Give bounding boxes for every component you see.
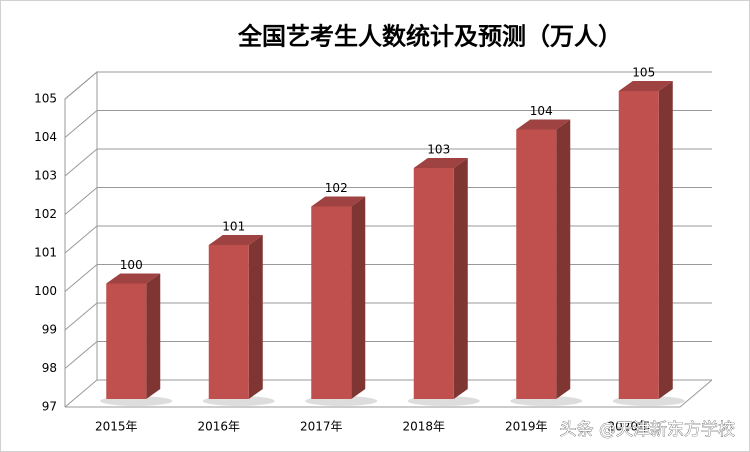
bar <box>618 91 659 399</box>
value-label: 105 <box>632 66 655 80</box>
grid-line <box>64 110 712 138</box>
y-tick-label: 105 <box>34 92 57 106</box>
y-tick-label: 102 <box>34 207 57 221</box>
grid-line <box>64 341 712 369</box>
chart-title: 全国艺考生人数统计及预测（万人） <box>237 22 622 51</box>
grid-line <box>64 187 712 215</box>
y-tick-label: 97 <box>42 400 57 414</box>
x-tick-label: 2018年 <box>402 420 445 434</box>
grid-line <box>64 71 712 100</box>
bar-top <box>516 119 571 130</box>
grid-line <box>64 148 712 177</box>
x-tick-label: 2019年 <box>505 420 548 434</box>
bar-top <box>208 235 263 245</box>
bar-side <box>351 196 366 399</box>
bar-side <box>556 119 571 399</box>
grid-layer: 97 98 99 100 101 102 103 104 105 2015年 2016年 2017年 2… <box>34 70 713 434</box>
bar <box>311 206 352 399</box>
x-tick-label: 2015年 <box>95 420 138 434</box>
bar-layer: 100 101 102 103 104 105 <box>100 66 685 406</box>
bar <box>208 245 249 399</box>
value-label: 103 <box>427 143 450 157</box>
bar <box>106 283 147 399</box>
value-label: 104 <box>530 104 553 118</box>
bar-top <box>311 196 366 207</box>
grid-line <box>64 225 712 254</box>
bar <box>413 168 454 399</box>
bar-side <box>248 235 263 399</box>
value-label: 102 <box>325 181 348 195</box>
bar-top <box>106 273 161 284</box>
floor-edge <box>65 379 713 408</box>
bar <box>516 129 557 399</box>
bar-top <box>413 158 468 168</box>
y-tick-label: 99 <box>42 323 57 337</box>
value-label: 100 <box>120 258 143 272</box>
x-tick-label: 2020年 <box>607 420 650 434</box>
bar-side <box>658 81 673 399</box>
grid-line <box>64 264 712 292</box>
y-tick-label: 100 <box>34 284 57 298</box>
grid-line <box>64 302 712 331</box>
bar-side <box>453 158 468 399</box>
watermark: 头条 @天津新东方学校 <box>560 420 735 440</box>
y-tick-label: 101 <box>34 246 57 260</box>
bar-top <box>618 81 673 91</box>
x-tick-label: 2017年 <box>300 420 343 434</box>
x-tick-label: 2016年 <box>197 420 240 434</box>
y-tick-label: 103 <box>34 169 57 183</box>
bar-side <box>146 273 161 399</box>
grid-line <box>64 379 712 408</box>
y-tick-label: 98 <box>42 361 57 375</box>
value-label: 101 <box>222 220 245 234</box>
y-tick-label: 104 <box>34 130 57 144</box>
